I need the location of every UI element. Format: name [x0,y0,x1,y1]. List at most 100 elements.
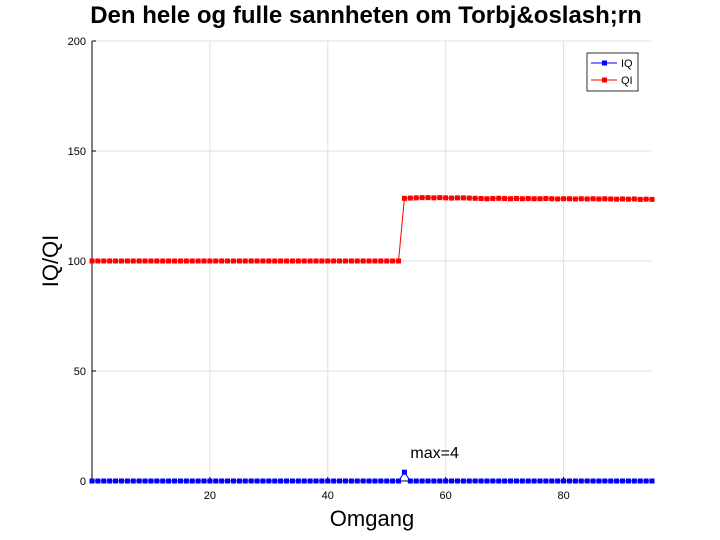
data-point [502,478,508,484]
data-point [289,478,295,484]
data-point [525,196,531,202]
data-point [519,196,525,202]
y-tick-label: 50 [74,366,86,378]
data-point [95,258,101,264]
data-point [160,258,166,264]
data-point [572,196,578,202]
data-point [466,195,472,201]
data-point [130,478,136,484]
data-point [254,478,260,484]
data-point [460,195,466,201]
data-point [578,196,584,202]
data-point [313,478,319,484]
data-point [213,478,219,484]
data-point [301,258,307,264]
legend-marker [602,77,607,83]
data-point [449,478,455,484]
data-point [513,196,519,202]
data-point [578,478,584,484]
y-tick-label: 200 [68,36,86,48]
data-point [478,478,484,484]
data-point [643,196,649,202]
data-point [89,478,95,484]
data-point [230,478,236,484]
data-point [466,478,472,484]
data-point [266,478,272,484]
data-point [101,258,107,264]
x-tick-label: 20 [204,490,216,502]
x-tick-label: 60 [440,490,452,502]
data-point [107,478,113,484]
data-point [490,478,496,484]
data-point [118,478,124,484]
data-point [130,258,136,264]
data-point [437,195,443,201]
data-point [177,258,183,264]
data-point [543,196,549,202]
data-point [590,196,596,202]
data-point [425,195,431,201]
data-point [549,478,555,484]
legend-label: IQ [621,58,633,70]
data-point [537,478,543,484]
data-point [378,258,384,264]
data-point [183,478,189,484]
data-point [207,258,213,264]
data-point [195,478,201,484]
series-iq [89,469,655,484]
legend-label: QI [621,75,633,87]
data-point [225,478,231,484]
data-point [236,258,242,264]
data-point [136,258,142,264]
data-point [301,478,307,484]
data-point [590,478,596,484]
data-point [142,258,148,264]
data-point [490,196,496,202]
data-point [225,258,231,264]
data-point [643,478,649,484]
legend: IQ QI [586,52,639,92]
data-point [390,478,396,484]
data-point [443,478,449,484]
data-point [631,196,637,202]
data-point [378,478,384,484]
data-point [366,258,372,264]
legend-item-qi: QI [591,75,633,87]
data-point [596,196,602,202]
series [89,195,655,484]
data-point [248,258,254,264]
data-point [566,196,572,202]
data-point [625,478,631,484]
x-tick-label: 80 [557,490,569,502]
data-point [631,478,637,484]
data-point [608,478,614,484]
data-point [413,478,419,484]
chart-title: Den hele og fulle sannheten om Torbj&osl… [90,2,642,29]
data-point [625,196,631,202]
data-point [242,478,248,484]
data-point [454,478,460,484]
data-point [160,478,166,484]
data-point [407,478,413,484]
data-point [219,258,225,264]
y-tick-label: 100 [68,256,86,268]
data-point [325,478,331,484]
data-point [620,478,626,484]
annotation-label: max=4 [410,445,459,462]
data-point [148,478,154,484]
data-point [278,478,284,484]
data-point [566,478,572,484]
legend-marker [602,60,607,66]
data-point [354,258,360,264]
data-point [113,258,119,264]
data-point [101,478,107,484]
data-point [348,478,354,484]
data-point [649,478,655,484]
data-point [337,478,343,484]
data-point [513,478,519,484]
data-point [331,258,337,264]
data-point [354,478,360,484]
data-point [307,478,313,484]
data-point [136,478,142,484]
data-point [172,258,178,264]
